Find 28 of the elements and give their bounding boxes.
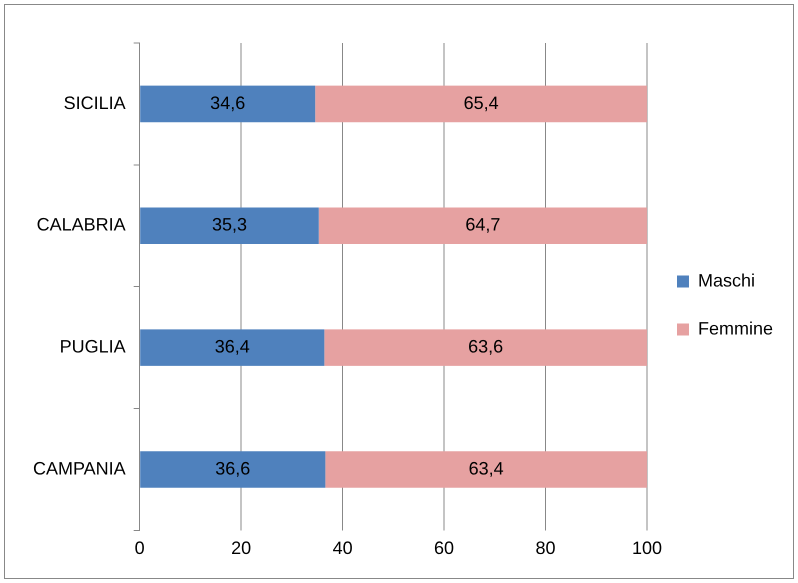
data-label: 63,6 — [468, 336, 504, 357]
data-label: 65,4 — [464, 92, 499, 113]
y-tick-label: PUGLIA — [60, 336, 126, 357]
y-tick-label: SICILIA — [64, 92, 126, 113]
legend-label: Maschi — [698, 270, 755, 290]
y-tick-label: CAMPANIA — [32, 458, 126, 478]
bar — [324, 329, 647, 366]
bar — [140, 451, 326, 488]
bar — [140, 86, 316, 122]
x-tick-label: 20 — [231, 538, 252, 558]
data-label: 63,4 — [468, 458, 504, 478]
bar — [318, 208, 647, 244]
y-tick-label: CALABRIA — [36, 214, 126, 235]
data-label: 36,6 — [215, 458, 250, 478]
bar — [315, 86, 647, 122]
data-label: 35,3 — [212, 214, 247, 235]
data-label: 36,4 — [214, 336, 250, 357]
data-label: 64,7 — [465, 214, 500, 235]
legend-label: Femmine — [698, 318, 773, 338]
bar — [140, 208, 319, 244]
x-tick-label: 100 — [632, 538, 662, 558]
x-tick-label: 0 — [134, 538, 145, 558]
x-tick-label: 80 — [536, 538, 556, 558]
data-label: 34,6 — [210, 92, 246, 113]
bar — [140, 329, 324, 366]
x-tick-label: 40 — [332, 538, 353, 558]
bar — [325, 451, 647, 488]
x-tick-label: 60 — [434, 538, 454, 558]
